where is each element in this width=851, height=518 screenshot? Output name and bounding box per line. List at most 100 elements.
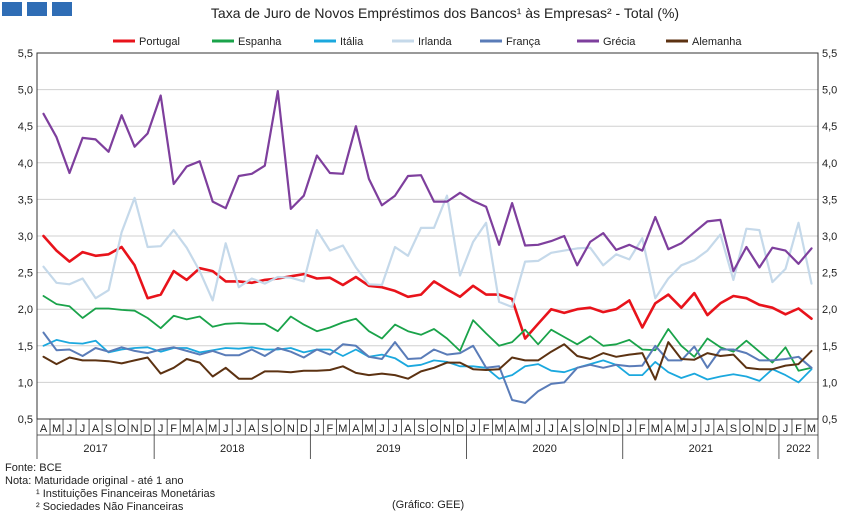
year-label: 2021	[689, 443, 713, 455]
y-tick-label-right: 5,0	[822, 85, 837, 97]
month-label: J	[627, 423, 633, 435]
month-label: S	[574, 423, 581, 435]
month-label: M	[182, 423, 191, 435]
logo	[2, 2, 72, 16]
legend-label: Itália	[340, 36, 364, 48]
month-label: N	[443, 423, 451, 435]
legend-label: Grécia	[603, 36, 636, 48]
y-tick-label-left: 3,0	[18, 231, 33, 243]
legend: Portugal Espanha Itália Irlanda França Grécia…	[113, 36, 742, 48]
month-label: D	[144, 423, 152, 435]
y-tick-label-right: 0,5	[822, 414, 837, 426]
month-label: M	[364, 423, 373, 435]
month-label: F	[639, 423, 646, 435]
year-label: 2018	[220, 443, 244, 455]
month-label: J	[379, 423, 385, 435]
month-label: M	[52, 423, 61, 435]
month-label: A	[561, 423, 569, 435]
y-tick-label-left: 5,5	[18, 48, 33, 60]
month-label: J	[535, 423, 541, 435]
month-label: O	[274, 423, 283, 435]
month-label: M	[677, 423, 686, 435]
maturity-note: Nota: Maturidade original - até 1 ano	[5, 475, 184, 487]
year-label: 2020	[532, 443, 556, 455]
chart-title: Taxa de Juro de Novos Empréstimos dos Ba…	[211, 5, 679, 21]
month-label: J	[67, 423, 73, 435]
month-label: J	[470, 423, 476, 435]
footnote-1: ¹ Instituições Financeiras Monetárias	[36, 488, 216, 500]
month-label: J	[705, 423, 711, 435]
month-label: F	[327, 423, 334, 435]
month-label: F	[170, 423, 177, 435]
month-label: D	[612, 423, 620, 435]
month-label: J	[692, 423, 698, 435]
month-label: A	[508, 423, 516, 435]
month-label: S	[417, 423, 424, 435]
month-label: S	[261, 423, 268, 435]
series-lines	[42, 89, 813, 404]
month-label: F	[795, 423, 802, 435]
month-label: N	[287, 423, 295, 435]
y-axis-left: 0,5 1,0 1,5 2,0 2,5 3,0 3,5 4,0 4,5 5,0 5,5	[18, 48, 33, 426]
y-tick-label-right: 1,0	[822, 377, 837, 389]
year-label: 2019	[376, 443, 400, 455]
y-tick-label-left: 2,5	[18, 268, 33, 280]
y-tick-label-left: 0,5	[18, 414, 33, 426]
legend-label: Alemanha	[692, 36, 742, 48]
month-label: N	[755, 423, 763, 435]
y-tick-label-left: 2,0	[18, 304, 33, 316]
month-label: N	[599, 423, 607, 435]
month-label: O	[117, 423, 126, 435]
month-label: S	[105, 423, 112, 435]
y-tick-label-left: 5,0	[18, 85, 33, 97]
month-label: J	[236, 423, 242, 435]
month-label: J	[223, 423, 229, 435]
y-tick-label-left: 1,5	[18, 341, 33, 353]
month-label: S	[730, 423, 737, 435]
month-label: M	[807, 423, 816, 435]
y-tick-label-right: 4,0	[822, 158, 837, 170]
y-tick-label-left: 4,0	[18, 158, 33, 170]
y-tick-label-right: 2,5	[822, 268, 837, 280]
month-label: A	[40, 423, 48, 435]
y-tick-label-right: 4,5	[822, 121, 837, 133]
month-label: J	[783, 423, 789, 435]
month-label: A	[196, 423, 204, 435]
month-label: O	[586, 423, 595, 435]
y-axis-right: 0,5 1,0 1,5 2,0 2,5 3,0 3,5 4,0 4,5 5,0 5,5	[822, 48, 837, 426]
legend-label: Portugal	[139, 36, 180, 48]
month-label: M	[338, 423, 347, 435]
month-label: A	[665, 423, 673, 435]
series-line-alemanha	[42, 341, 813, 381]
chart-credit: (Gráfico: GEE)	[392, 499, 465, 511]
month-label: F	[483, 423, 490, 435]
legend-label: França	[506, 36, 541, 48]
month-label: J	[158, 423, 164, 435]
y-tick-label-left: 1,0	[18, 377, 33, 389]
y-tick-label-right: 1,5	[822, 341, 837, 353]
y-tick-label-left: 4,5	[18, 121, 33, 133]
month-label: O	[742, 423, 751, 435]
month-label: M	[208, 423, 217, 435]
month-label: N	[131, 423, 139, 435]
series-line-irlanda	[42, 194, 813, 309]
month-label: A	[92, 423, 100, 435]
month-label: M	[651, 423, 660, 435]
series-line-espanha	[42, 295, 813, 372]
logo-square-2	[27, 2, 47, 16]
month-label: D	[768, 423, 776, 435]
legend-label: Espanha	[238, 36, 282, 48]
y-tick-label-right: 5,5	[822, 48, 837, 60]
month-label: D	[456, 423, 464, 435]
month-label: J	[392, 423, 398, 435]
year-label: 2017	[83, 443, 107, 455]
logo-square-3	[52, 2, 72, 16]
series-line-frana	[42, 331, 813, 404]
footnote-2: ² Sociedades Não Financeiras	[36, 501, 184, 513]
month-label: O	[430, 423, 439, 435]
month-label: J	[314, 423, 320, 435]
y-tick-label-right: 3,0	[822, 231, 837, 243]
month-label: M	[495, 423, 504, 435]
